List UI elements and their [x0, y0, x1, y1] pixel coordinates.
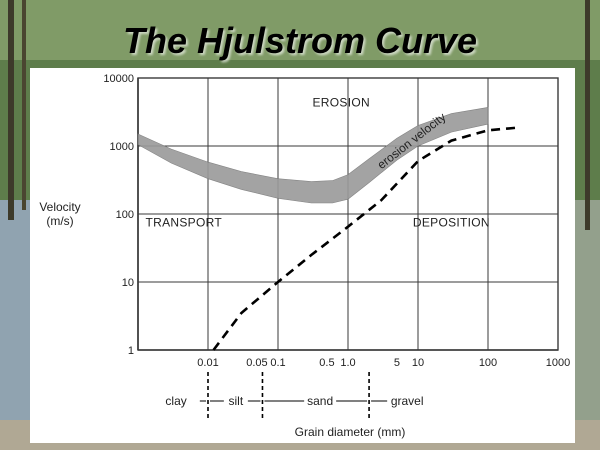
- ticks: 0.01 0.05 0.1 0.5 1.0 5 10 100 1000 1 10 100 1000 100…: [103, 73, 570, 369]
- plot-frame: [137, 77, 559, 351]
- deposition-curve: [212, 126, 517, 351]
- y-tick-label: 10: [122, 277, 134, 289]
- grain-classes: clay silt sand gravel: [165, 372, 424, 420]
- x-tick-label: 100: [479, 357, 497, 369]
- labels: Velocity (m/s) Grain diameter (mm) EROSION T…: [39, 96, 490, 439]
- y-tick-label: 100: [116, 209, 134, 221]
- x-tick-label: 0.05: [246, 357, 267, 369]
- grain-class-silt: silt: [229, 394, 244, 408]
- region-label-transport: TRANSPORT: [145, 216, 222, 230]
- region-label-erosion: EROSION: [312, 96, 369, 110]
- y-tick-label: 1: [128, 345, 134, 357]
- x-tick-label: 0.01: [197, 357, 218, 369]
- x-axis-title: Grain diameter (mm): [295, 425, 406, 439]
- grain-class-clay: clay: [165, 394, 186, 408]
- x-tick-label: 5: [394, 357, 400, 369]
- chart-panel: 0.01 0.05 0.1 0.5 1.0 5 10 100 1000 1 10 100 1000 100…: [30, 68, 575, 443]
- y-axis-title-line: (m/s): [46, 214, 73, 228]
- y-tick-label: 10000: [103, 73, 134, 85]
- y-axis-title-line: Velocity: [39, 200, 80, 214]
- y-axis-title: Velocity (m/s): [39, 200, 80, 228]
- erosion-velocity-annotation: erosion velocity: [375, 110, 449, 172]
- x-tick-label: 0.1: [270, 357, 285, 369]
- slide-title: The Hjulstrom Curve: [122, 20, 478, 61]
- grain-class-gravel: gravel: [391, 394, 424, 408]
- region-label-deposition: DEPOSITION: [413, 216, 490, 230]
- x-tick-label: 0.5: [319, 357, 334, 369]
- x-tick-label: 1000: [546, 357, 570, 369]
- x-tick-label: 10: [412, 357, 424, 369]
- y-tick-label: 1000: [110, 141, 134, 153]
- deposition-velocity-curve: [212, 126, 517, 351]
- grid: [137, 77, 559, 351]
- erosion-velocity-band: [137, 107, 489, 204]
- erosion-band: [137, 107, 489, 204]
- x-tick-label: 1.0: [340, 357, 355, 369]
- hjulstrom-chart: 0.01 0.05 0.1 0.5 1.0 5 10 100 1000 1 10 100 1000 100…: [39, 73, 570, 439]
- grain-class-sand: sand: [307, 394, 333, 408]
